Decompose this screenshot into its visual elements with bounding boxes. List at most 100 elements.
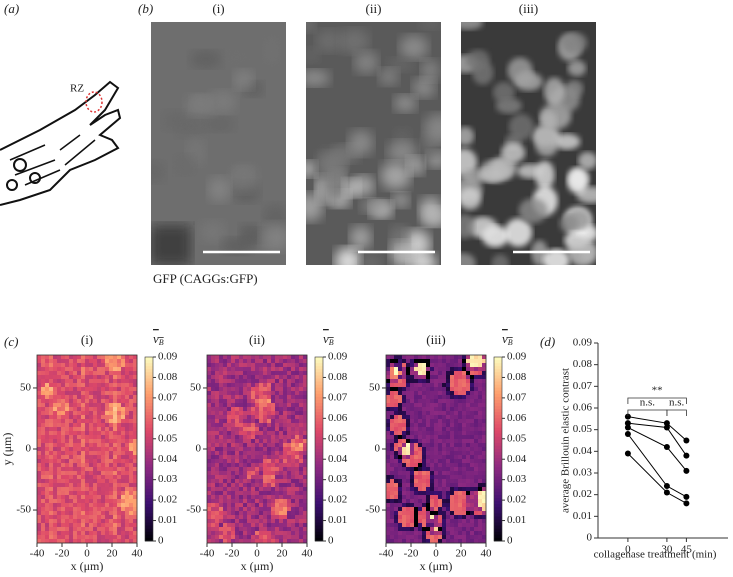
- heatmap-cell: [105, 375, 109, 379]
- heatmap-cell: [398, 367, 402, 371]
- heatmap-cell: [117, 455, 121, 459]
- heatmap-cell: [263, 515, 267, 519]
- heatmap-cell: [291, 403, 295, 407]
- heatmap-cell: [418, 463, 422, 467]
- heatmap-cell: [295, 507, 299, 511]
- heatmap-cell: [299, 503, 303, 507]
- heatmap-cell: [422, 383, 426, 387]
- heatmap-cell: [450, 503, 454, 507]
- heatmap-cell: [109, 463, 113, 467]
- colorbar-step: [315, 452, 323, 455]
- heatmap-cell: [299, 487, 303, 491]
- heatmap-cell: [73, 391, 77, 395]
- heatmap-cell: [410, 371, 414, 375]
- heatmap-cell: [283, 495, 287, 499]
- heatmap-cell: [239, 463, 243, 467]
- colorbar-step: [494, 495, 502, 498]
- heatmap-cell: [61, 423, 65, 427]
- heatmap-cell: [414, 499, 418, 503]
- heatmap-cell: [458, 511, 462, 515]
- colorbar-step: [315, 415, 323, 418]
- colorbar-step: [315, 388, 323, 391]
- colorbar-step: [494, 437, 502, 440]
- cell: [204, 117, 235, 132]
- heatmap-cell: [61, 519, 65, 523]
- heatmap-cell: [386, 519, 390, 523]
- heatmap-cell: [275, 427, 279, 431]
- heatmap-cell: [41, 523, 45, 527]
- heatmap-cell: [227, 387, 231, 391]
- heatmap-cell: [109, 423, 113, 427]
- heatmap-cell: [57, 519, 61, 523]
- heatmap-cell: [474, 499, 478, 503]
- heatmap-cell: [53, 463, 57, 467]
- heatmap-cell: [117, 375, 121, 379]
- heatmap-cell: [418, 395, 422, 399]
- heatmap-cell: [125, 483, 129, 487]
- heatmap-cell: [426, 363, 430, 367]
- heatmap-cell: [271, 447, 275, 451]
- heatmap-cell: [239, 411, 243, 415]
- heatmap-cell: [466, 423, 470, 427]
- heatmap-cell: [295, 407, 299, 411]
- y-tick-label: -50: [186, 504, 201, 516]
- heatmap-cell: [41, 499, 45, 503]
- heatmap-cell: [450, 523, 454, 527]
- heatmap-cell: [450, 407, 454, 411]
- heatmap-cell: [283, 371, 287, 375]
- heatmap-cell: [430, 419, 434, 423]
- heatmap-cell: [215, 355, 219, 359]
- heatmap-cell: [219, 531, 223, 535]
- heatmap-cell: [426, 475, 430, 479]
- heatmap-cell: [279, 507, 283, 511]
- heatmap-cell: [69, 371, 73, 375]
- heatmap-cell: [97, 387, 101, 391]
- heatmap-cell: [263, 487, 267, 491]
- heatmap-cell: [442, 375, 446, 379]
- heatmap-cell: [466, 527, 470, 531]
- heatmap-cell: [466, 455, 470, 459]
- heatmap-cell: [450, 403, 454, 407]
- heatmap-cell: [243, 427, 247, 431]
- heatmap-cell: [57, 367, 61, 371]
- heatmap-cell: [446, 483, 450, 487]
- heatmap-cell: [279, 391, 283, 395]
- heatmap-cell: [275, 491, 279, 495]
- heatmap-cell: [462, 535, 466, 539]
- heatmap-cell: [101, 507, 105, 511]
- heatmap-cell: [239, 395, 243, 399]
- heatmap-cell: [109, 531, 113, 535]
- heatmap-cell: [466, 443, 470, 447]
- heatmap-cell: [125, 471, 129, 475]
- cell: [517, 164, 544, 179]
- micrograph-content: [449, 15, 605, 274]
- heatmap-cell: [97, 411, 101, 415]
- heatmap-cell: [77, 399, 81, 403]
- heatmap-cell: [239, 479, 243, 483]
- heatmap-cell: [125, 523, 129, 527]
- heatmap-cell: [426, 407, 430, 411]
- heatmap-cell: [65, 383, 69, 387]
- heatmap-cell: [215, 527, 219, 531]
- heatmap-cell: [215, 507, 219, 511]
- heatmap-cell: [390, 439, 394, 443]
- heatmap-cell: [283, 399, 287, 403]
- heatmap-cell: [247, 459, 251, 463]
- heatmap-cell: [77, 523, 81, 527]
- heatmap-cell: [243, 519, 247, 523]
- heatmap-cell: [105, 419, 109, 423]
- heatmap-cell: [386, 451, 390, 455]
- heatmap-cell: [426, 395, 430, 399]
- heatmap-cell: [93, 415, 97, 419]
- heatmap-cell: [53, 503, 57, 507]
- heatmap-cell: [454, 507, 458, 511]
- heatmap-cell: [414, 363, 418, 367]
- heatmap-cell: [410, 503, 414, 507]
- heatmap-cell: [259, 379, 263, 383]
- heatmap-cell: [263, 419, 267, 423]
- heatmap-cell: [61, 515, 65, 519]
- heatmap-cell: [231, 507, 235, 511]
- heatmap-cell: [105, 499, 109, 503]
- heatmap-cell: [231, 459, 235, 463]
- heatmap-cell: [295, 459, 299, 463]
